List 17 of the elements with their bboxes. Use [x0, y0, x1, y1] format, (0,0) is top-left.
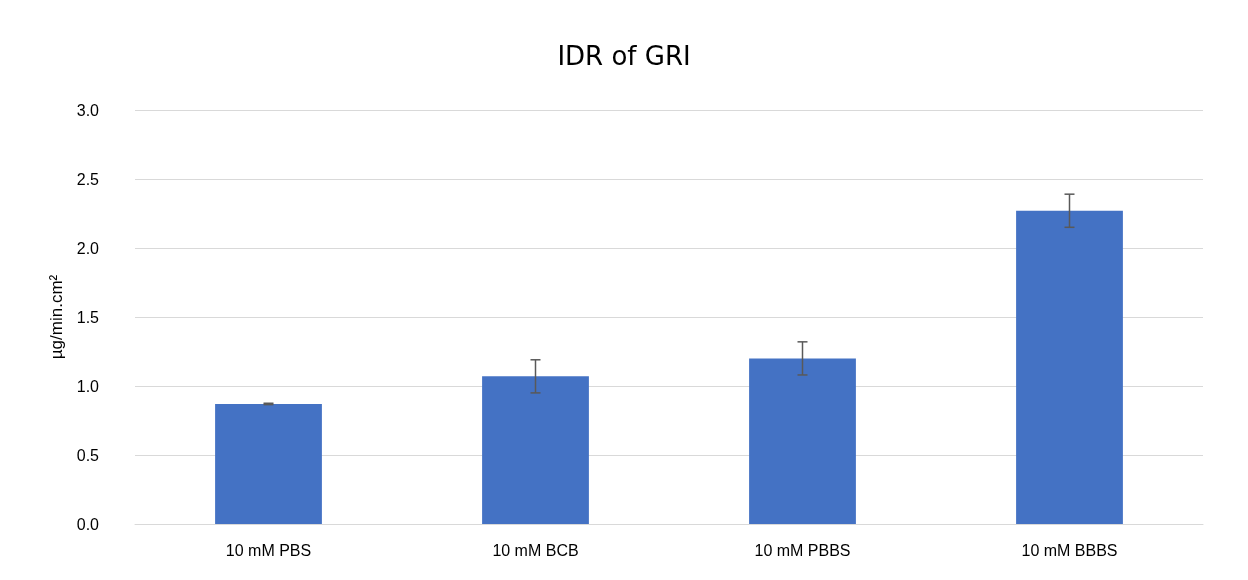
y-axis-title: µg/min.cm² — [47, 274, 66, 360]
x-tick-label: 10 mM BBBS — [1021, 541, 1118, 559]
y-tick-label: 1.5 — [76, 308, 100, 326]
y-tick-label: 3.0 — [76, 101, 100, 119]
bar — [482, 376, 589, 524]
x-tick-label: 10 mM BCB — [492, 541, 579, 559]
y-tick-label: 0.0 — [76, 515, 100, 533]
y-tick-label: 1.0 — [76, 377, 100, 395]
bar — [215, 403, 322, 524]
bar — [1016, 210, 1123, 524]
y-tick-label: 0.5 — [76, 446, 100, 464]
y-tick-label: 2.5 — [76, 170, 100, 188]
x-tick-label: 10 mM PBBS — [754, 541, 851, 559]
chart-title: IDR of GRI — [557, 41, 691, 71]
x-tick-label: 10 mM PBS — [225, 541, 312, 559]
y-tick-label: 2.0 — [76, 239, 100, 257]
bar — [749, 358, 856, 524]
